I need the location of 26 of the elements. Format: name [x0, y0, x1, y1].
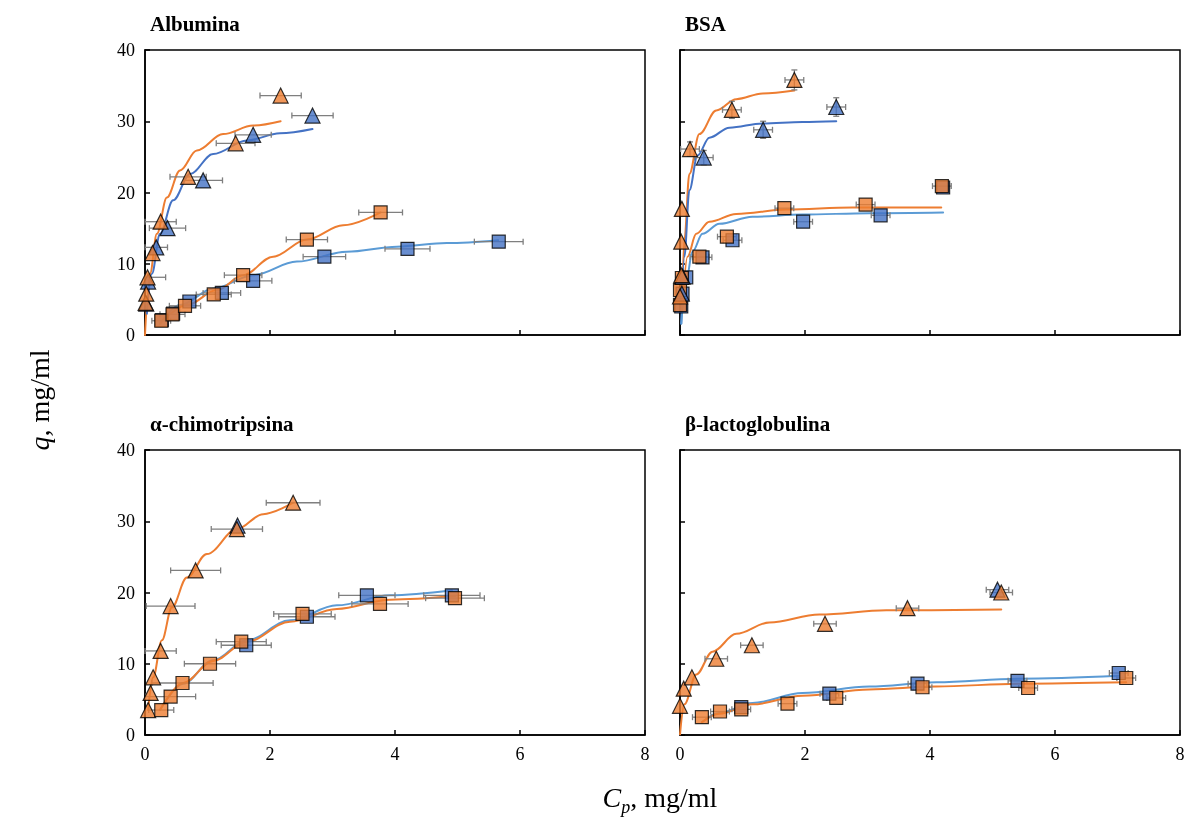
y-axis-title: q, mg/ml: [24, 349, 56, 451]
x-tick-label: 4: [925, 744, 935, 764]
x-tick-label: 2: [265, 744, 275, 764]
x-tick-label: 2: [800, 744, 810, 764]
y-tick-label: 0: [126, 725, 135, 745]
chart-title: β-lactoglobulina: [685, 411, 831, 436]
x-tick-label: 8: [640, 744, 650, 764]
x-tick-label: 6: [1050, 744, 1060, 764]
x-tick-label: 0: [140, 744, 150, 764]
y-tick-label: 30: [117, 111, 135, 132]
y-tick-label: 0: [126, 325, 135, 345]
x-axis-title: C$_{p}$, mg/ml: [602, 781, 718, 819]
chart-title: Albumina: [150, 11, 241, 36]
x-tick-label: 4: [390, 744, 400, 764]
y-tick-label: 20: [117, 182, 135, 203]
chart-title: α-chimotripsina: [150, 411, 295, 436]
x-tick-label: 6: [515, 744, 525, 764]
y-tick-label: 40: [117, 40, 135, 60]
x-tick-label: 0: [675, 744, 685, 764]
y-tick-label: 40: [117, 440, 135, 460]
y-tick-label: 10: [117, 653, 135, 674]
y-tick-label: 10: [117, 253, 135, 274]
y-tick-label: 20: [117, 582, 135, 603]
x-tick-label: 8: [1175, 744, 1185, 764]
y-tick-label: 30: [117, 511, 135, 532]
chart-title: BSA: [685, 11, 727, 36]
